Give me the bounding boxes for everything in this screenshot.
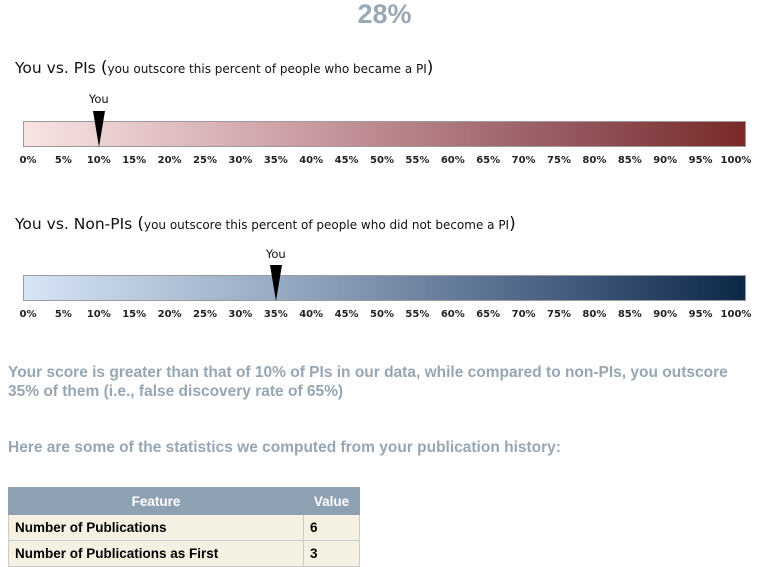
tick-label: 65% (476, 309, 501, 320)
tick-label: 90% (653, 309, 678, 320)
tick-label: 30% (228, 155, 253, 166)
tick-label: 80% (582, 309, 607, 320)
tick-label: 0% (19, 309, 37, 320)
tick-label: 30% (228, 309, 253, 320)
value-column-header: Value (303, 487, 360, 515)
value-cell: 3 (303, 540, 360, 567)
tick-label: 100% (720, 309, 752, 320)
tick-label: 80% (582, 155, 607, 166)
tick-label: 15% (122, 155, 147, 166)
pis-title-text: You vs. PIs (15, 59, 96, 77)
tick-label: 90% (653, 155, 678, 166)
tick-label: 75% (547, 155, 571, 166)
nonpis-axis-ticks: 0% 5% 10% 15% 20% 25% 30% 35% 40% 45% 50% 55% 60% 65%… (0, 309, 769, 323)
table-row: Number of Publications as First 3 (8, 540, 360, 567)
pis-you-label: You (88, 92, 109, 106)
tick-label: 25% (193, 155, 217, 166)
nonpis-subtitle: you outscore this percent of people who … (143, 218, 510, 232)
tick-label: 85% (617, 155, 642, 166)
feature-cell: Number of Publications as First (8, 540, 304, 567)
pis-subtitle: you outscore this percent of people who … (107, 62, 427, 76)
tick-label: 10% (86, 155, 111, 166)
nonpis-you-label: You (265, 247, 286, 261)
tick-label: 70% (511, 155, 536, 166)
feature-cell: Number of Publications (8, 514, 304, 541)
tick-label: 15% (122, 309, 147, 320)
tick-label: 60% (440, 309, 465, 320)
tick-label: 5% (54, 155, 72, 166)
tick-label: 65% (476, 155, 501, 166)
tick-label: 40% (299, 155, 324, 166)
tick-label: 20% (157, 155, 182, 166)
tick-label: 40% (299, 309, 324, 320)
tick-label: 45% (334, 309, 359, 320)
feature-column-header: Feature (8, 487, 304, 515)
tick-label: 95% (688, 155, 713, 166)
table-header-row: Feature Value (8, 487, 360, 515)
nonpis-section-title: You vs. Non-PIs (you outscore this perce… (15, 214, 516, 234)
value-cell: 6 (303, 514, 360, 541)
tick-label: 100% (720, 155, 752, 166)
score-summary-text: Your score is greater than that of 10% o… (8, 364, 728, 400)
tick-label: 10% (86, 309, 111, 320)
nonpis-title-text: You vs. Non-PIs (15, 215, 133, 233)
tick-label: 85% (617, 309, 642, 320)
publication-stats-table: Feature Value Number of Publications 6 N… (8, 487, 360, 567)
tick-label: 55% (405, 155, 430, 166)
stats-intro-text: Here are some of the statistics we compu… (8, 439, 561, 456)
tick-label: 75% (547, 309, 571, 320)
pis-axis-ticks: 0% 5% 10% 15% 20% 25% 30% 35% 40% 45% 50% 55% 60% 65%… (0, 155, 769, 169)
pis-section-title: You vs. PIs (you outscore this percent o… (15, 58, 434, 78)
tick-label: 20% (157, 309, 182, 320)
pis-gradient-bar (23, 121, 746, 147)
tick-label: 50% (370, 155, 394, 166)
score-percentage: 28% (357, 0, 412, 29)
tick-label: 35% (263, 309, 288, 320)
tick-label: 70% (511, 309, 536, 320)
tick-label: 5% (54, 309, 72, 320)
tick-label: 60% (440, 155, 465, 166)
table-row: Number of Publications 6 (8, 514, 360, 541)
tick-label: 25% (193, 309, 217, 320)
tick-label: 95% (688, 309, 713, 320)
nonpis-gradient-bar (23, 275, 746, 301)
tick-label: 50% (370, 309, 394, 320)
tick-label: 45% (334, 155, 359, 166)
tick-label: 35% (263, 155, 288, 166)
tick-label: 55% (405, 309, 430, 320)
tick-label: 0% (19, 155, 37, 166)
